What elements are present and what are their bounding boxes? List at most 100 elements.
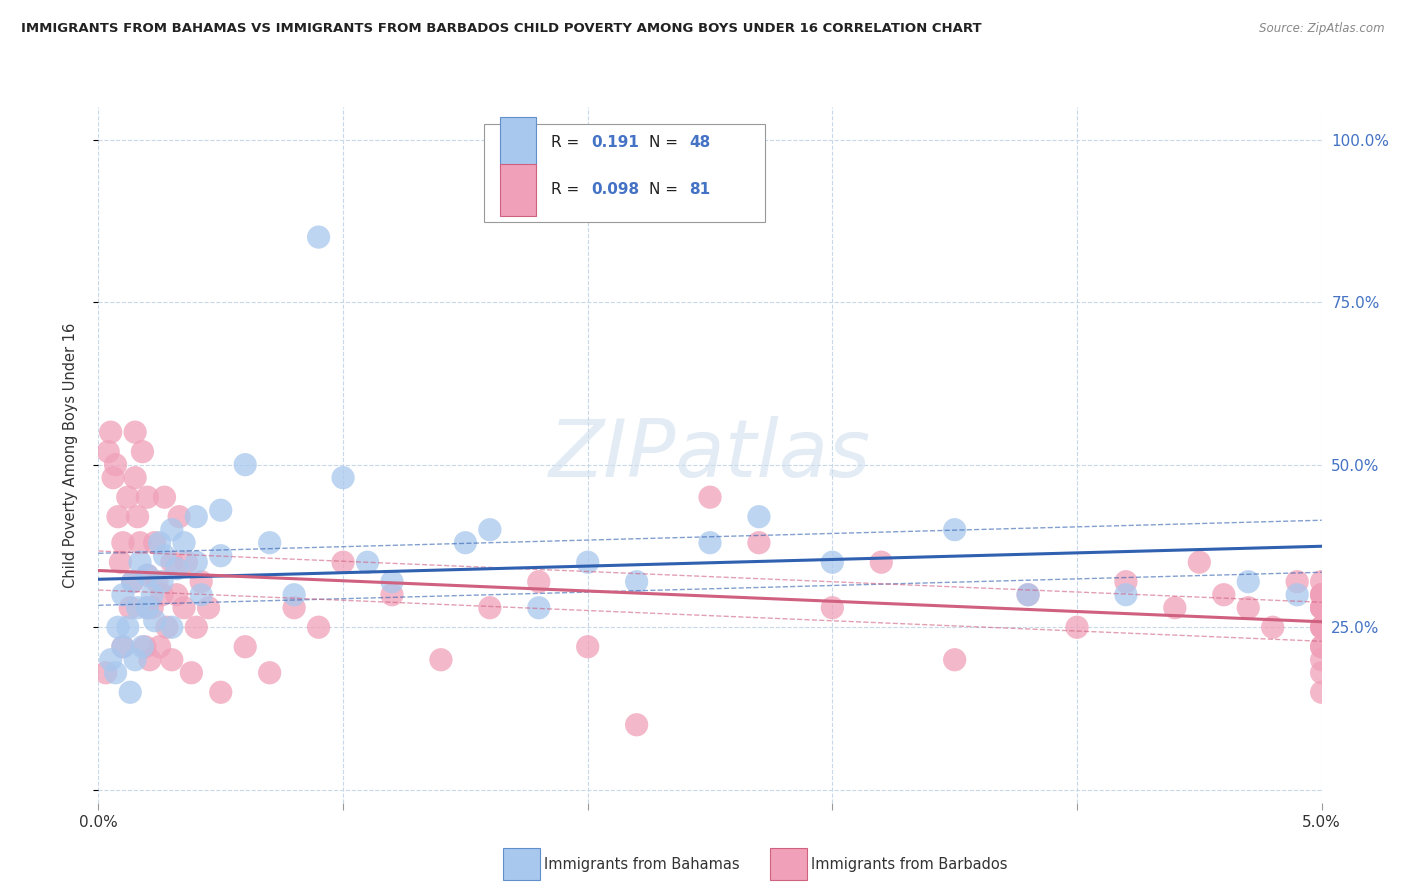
Point xyxy=(1237,574,1260,589)
Point xyxy=(1310,665,1333,680)
Point xyxy=(626,718,648,732)
Point xyxy=(1310,685,1333,699)
Text: ZIPatlas: ZIPatlas xyxy=(548,416,872,494)
Point xyxy=(870,555,893,569)
Point xyxy=(127,600,149,615)
Point xyxy=(1310,600,1333,615)
Point xyxy=(167,509,190,524)
Point xyxy=(1310,588,1333,602)
Point xyxy=(136,490,159,504)
Point xyxy=(136,568,159,582)
Point xyxy=(160,555,183,569)
Point xyxy=(626,574,648,589)
Text: Source: ZipAtlas.com: Source: ZipAtlas.com xyxy=(1260,22,1385,36)
Point xyxy=(332,471,354,485)
Point xyxy=(186,620,208,634)
Point xyxy=(308,620,330,634)
Point xyxy=(1310,640,1333,654)
Text: IMMIGRANTS FROM BAHAMAS VS IMMIGRANTS FROM BARBADOS CHILD POVERTY AMONG BOYS UND: IMMIGRANTS FROM BAHAMAS VS IMMIGRANTS FR… xyxy=(21,22,981,36)
Point xyxy=(143,535,166,549)
Point xyxy=(576,640,599,654)
Text: Immigrants from Barbados: Immigrants from Barbados xyxy=(811,857,1008,871)
Text: 48: 48 xyxy=(689,136,710,151)
Point xyxy=(94,665,117,680)
Point xyxy=(1115,574,1137,589)
Point xyxy=(173,535,195,549)
Point xyxy=(141,600,163,615)
Point xyxy=(136,600,159,615)
Point xyxy=(478,523,501,537)
Point xyxy=(1017,588,1039,602)
Point xyxy=(943,523,966,537)
Point xyxy=(120,600,142,615)
Point xyxy=(1310,620,1333,634)
Point xyxy=(129,535,152,549)
Point xyxy=(111,588,134,602)
Point xyxy=(527,574,550,589)
Point xyxy=(131,444,153,458)
Point xyxy=(1237,600,1260,615)
Point xyxy=(127,509,149,524)
Point xyxy=(104,665,127,680)
Point xyxy=(143,614,166,628)
Point xyxy=(1164,600,1187,615)
Y-axis label: Child Poverty Among Boys Under 16: Child Poverty Among Boys Under 16 xyxy=(63,322,77,588)
Point xyxy=(153,490,176,504)
Point xyxy=(1310,600,1333,615)
Point xyxy=(1310,620,1333,634)
Point xyxy=(748,535,770,549)
Point xyxy=(100,653,122,667)
Text: R =: R = xyxy=(551,136,579,151)
FancyBboxPatch shape xyxy=(484,124,765,222)
Point xyxy=(1212,588,1234,602)
Text: 0.098: 0.098 xyxy=(592,182,640,197)
Point xyxy=(209,685,232,699)
Point xyxy=(197,600,219,615)
Point xyxy=(153,549,176,563)
Point xyxy=(259,665,281,680)
Text: R =: R = xyxy=(551,182,579,197)
Point xyxy=(283,600,305,615)
Point xyxy=(141,588,163,602)
Point xyxy=(146,574,169,589)
FancyBboxPatch shape xyxy=(499,164,536,216)
Point xyxy=(190,574,212,589)
Point xyxy=(699,490,721,504)
Point xyxy=(454,535,477,549)
Point xyxy=(748,509,770,524)
Point xyxy=(136,568,159,582)
Point xyxy=(1310,653,1333,667)
Point xyxy=(1310,588,1333,602)
Point xyxy=(381,588,404,602)
Point xyxy=(134,640,156,654)
Point xyxy=(821,600,844,615)
Point xyxy=(107,509,129,524)
Point xyxy=(160,620,183,634)
Point xyxy=(97,444,120,458)
Point xyxy=(124,425,146,439)
Point xyxy=(150,574,173,589)
Point xyxy=(209,549,232,563)
Point xyxy=(131,640,153,654)
Point xyxy=(160,653,183,667)
Point xyxy=(1115,588,1137,602)
Point xyxy=(100,425,122,439)
Point xyxy=(478,600,501,615)
Point xyxy=(111,640,134,654)
Text: 0.191: 0.191 xyxy=(592,136,640,151)
Point xyxy=(149,640,172,654)
Point xyxy=(527,600,550,615)
Point xyxy=(1286,574,1309,589)
Point xyxy=(233,640,256,654)
Point xyxy=(121,574,143,589)
Point xyxy=(111,640,134,654)
Point xyxy=(129,555,152,569)
Point xyxy=(121,574,143,589)
Point xyxy=(430,653,453,667)
Point xyxy=(111,535,134,549)
Point xyxy=(1310,588,1333,602)
Point xyxy=(332,555,354,569)
Point xyxy=(117,490,139,504)
Point xyxy=(381,574,404,589)
Text: Immigrants from Bahamas: Immigrants from Bahamas xyxy=(544,857,740,871)
